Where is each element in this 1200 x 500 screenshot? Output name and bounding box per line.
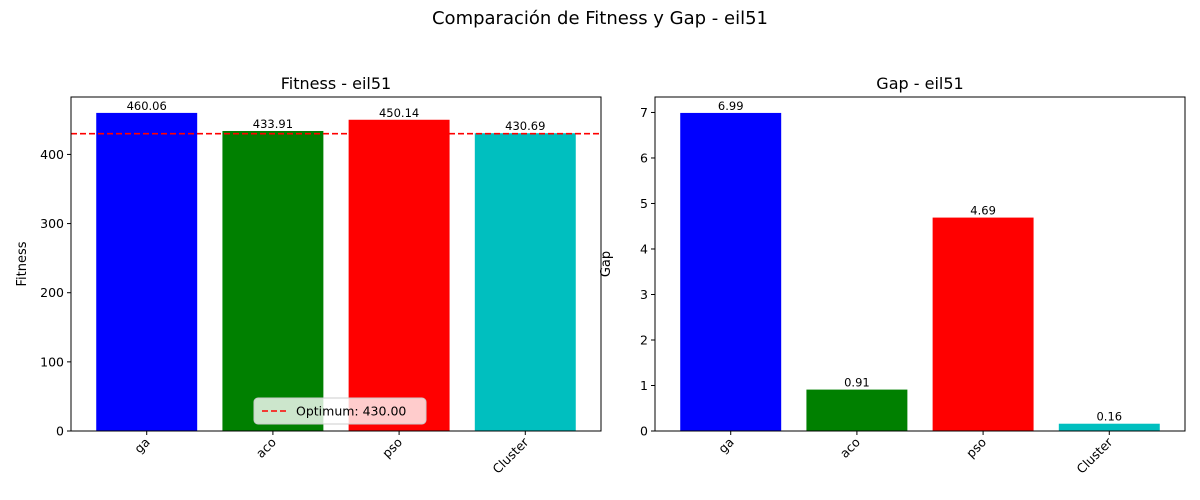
chart-1: Gap - eil51 6.99 0.91 4.69 0.16 0 1 2 3 4 5 6 7 ga aco… (599, 74, 1186, 477)
y-tick-label: 300 (40, 216, 64, 231)
plot-frame (70, 96, 602, 432)
y-axis-label: Fitness (15, 241, 30, 286)
legend-box (253, 397, 427, 425)
value-label: 460.06 (127, 99, 167, 113)
x-tick-label: Cluster (489, 434, 532, 477)
bar-pso (932, 217, 1034, 431)
y-axis-label: Gap (599, 251, 614, 277)
value-label: 430.69 (505, 119, 545, 133)
chart-title: Gap - eil51 (876, 74, 963, 93)
y-tick-label: 100 (40, 354, 64, 369)
y-tick-label: 5 (640, 196, 648, 211)
bar-aco (222, 130, 324, 431)
value-label: 0.91 (844, 376, 870, 390)
x-tick-label: ga (715, 435, 737, 457)
bar-Cluster (1058, 423, 1160, 431)
x-tick-label: ga (131, 435, 153, 457)
y-tick-label: 0 (640, 424, 648, 439)
figure-title: Comparación de Fitness y Gap - eil51 (431, 8, 769, 29)
x-tick-label: pso (379, 435, 405, 461)
x-tick-label: Cluster (1073, 434, 1116, 477)
y-tick-label: 200 (40, 285, 64, 300)
bar-ga (96, 112, 198, 432)
value-label: 450.14 (379, 106, 419, 120)
bar-pso (348, 119, 450, 432)
chart-0: Fitness - eil51 460.06 433.91 450.14 430.69 0… (15, 74, 602, 477)
value-label: 433.91 (253, 117, 293, 131)
y-tick-label: 1 (640, 378, 648, 393)
y-tick-label: 400 (40, 147, 64, 162)
y-tick-label: 4 (640, 241, 648, 256)
x-tick-label: pso (963, 435, 989, 461)
bar-aco (806, 389, 908, 431)
bar-ga (680, 112, 782, 432)
y-tick-label: 3 (640, 287, 648, 302)
value-label: 4.69 (970, 204, 996, 218)
y-tick-label: 0 (56, 424, 64, 439)
x-tick-label: aco (253, 435, 279, 461)
y-tick-label: 6 (640, 150, 648, 165)
bar-Cluster (474, 133, 576, 431)
legend: Optimum: 430.00 (253, 397, 427, 425)
legend-label: Optimum: 430.00 (296, 404, 406, 419)
chart-title: Fitness - eil51 (281, 74, 391, 93)
value-label: 0.16 (1096, 410, 1122, 424)
x-tick-label: aco (837, 435, 863, 461)
plot-frame (654, 96, 1186, 432)
y-tick-label: 7 (640, 105, 648, 120)
y-tick-label: 2 (640, 332, 648, 347)
value-label: 6.99 (718, 99, 744, 113)
